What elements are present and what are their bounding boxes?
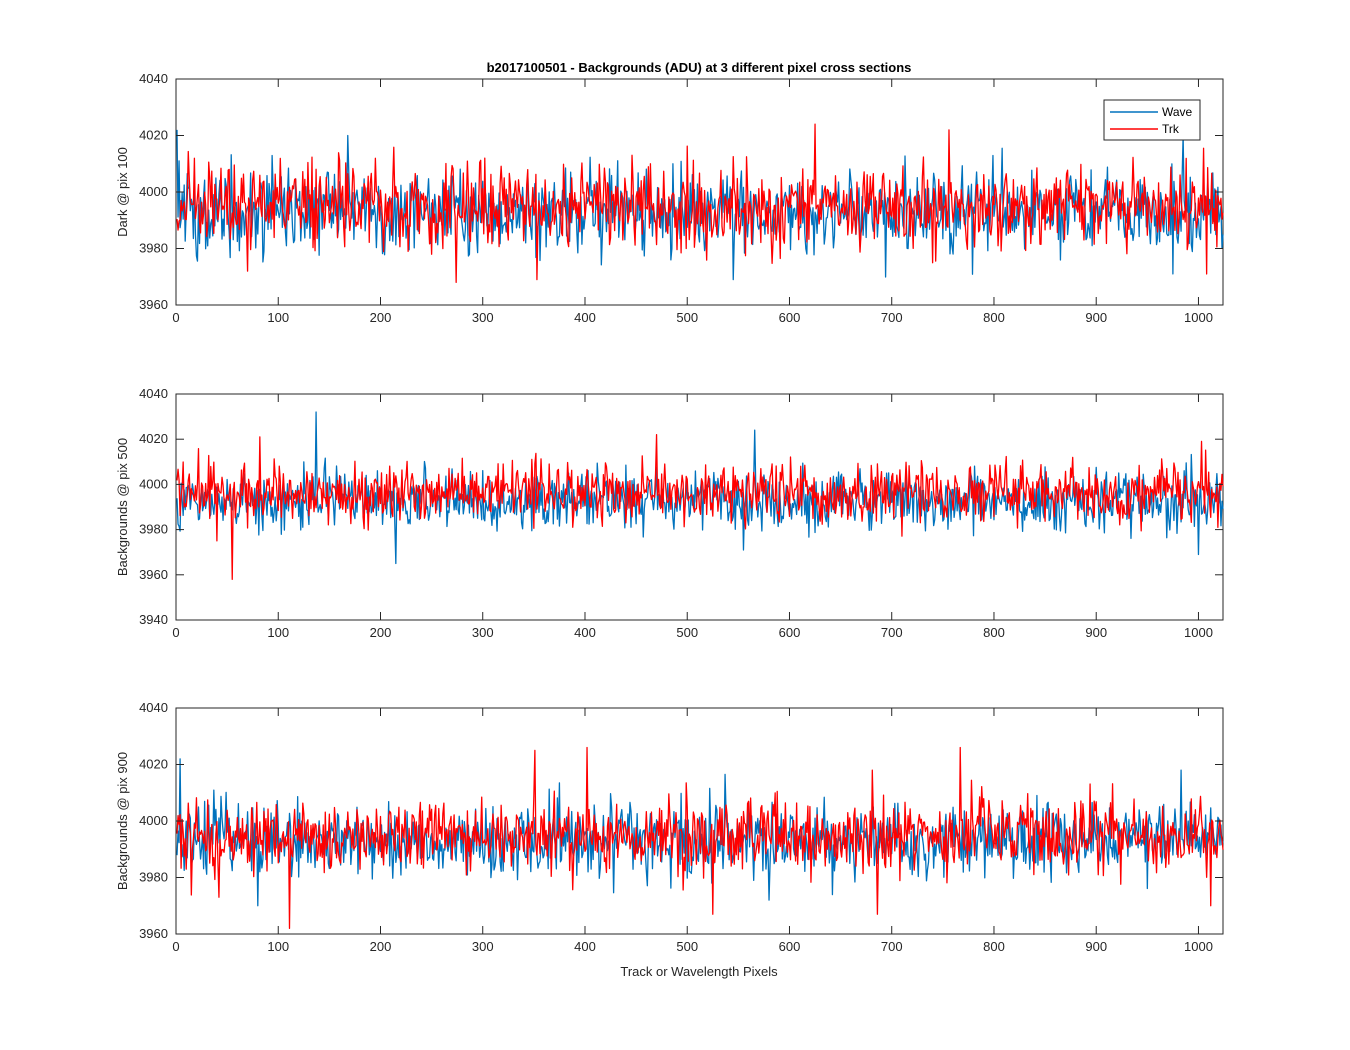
x-tick-label: 500 <box>676 310 698 325</box>
x-tick-label: 500 <box>676 625 698 640</box>
series-line-trk <box>176 746 1224 929</box>
x-tick-label: 600 <box>779 310 801 325</box>
y-tick-label: 4000 <box>139 184 168 199</box>
x-tick-label: 300 <box>472 310 494 325</box>
chart-title: b2017100501 - Backgrounds (ADU) at 3 dif… <box>487 60 912 75</box>
x-tick-label: 0 <box>172 625 179 640</box>
tick-layer-1: 0 100 200 300 400 500 600 700 800 900 1000 3960 3980… <box>139 71 1223 325</box>
x-tick-label: 700 <box>881 939 903 954</box>
x-tick-label: 300 <box>472 625 494 640</box>
x-tick-label: 500 <box>676 939 698 954</box>
x-tick-label: 0 <box>172 939 179 954</box>
x-tick-label: 600 <box>779 939 801 954</box>
y-axis-label-1: Dark @ pix 100 <box>115 147 130 237</box>
x-tick-label: 700 <box>881 625 903 640</box>
y-tick-label: 4040 <box>139 386 168 401</box>
x-tick-label: 200 <box>370 625 392 640</box>
y-tick-label: 3960 <box>139 567 168 582</box>
series-line-trk <box>176 434 1224 580</box>
y-tick-label: 3960 <box>139 297 168 312</box>
y-tick-label: 3980 <box>139 522 168 537</box>
panel-2: 0 100 200 300 400 500 600 700 800 900 1000 3940 3960… <box>115 386 1224 640</box>
x-tick-label: 200 <box>370 310 392 325</box>
x-tick-label: 900 <box>1085 310 1107 325</box>
series-line-wave <box>176 411 1224 565</box>
y-tick-label: 4000 <box>139 813 168 828</box>
x-tick-label: 800 <box>983 310 1005 325</box>
y-tick-label: 3980 <box>139 241 168 256</box>
y-tick-label: 4000 <box>139 476 168 491</box>
panel-1: b2017100501 - Backgrounds (ADU) at 3 dif… <box>115 60 1224 325</box>
y-tick-label: 4040 <box>139 700 168 715</box>
x-tick-label: 700 <box>881 310 903 325</box>
x-tick-label: 100 <box>267 939 289 954</box>
y-tick-label: 4020 <box>139 431 168 446</box>
series-line-trk <box>176 123 1224 284</box>
series-layer-1 <box>176 123 1224 284</box>
x-axis-label: Track or Wavelength Pixels <box>620 964 778 979</box>
x-tick-label: 900 <box>1085 939 1107 954</box>
x-tick-label: 400 <box>574 625 596 640</box>
x-tick-label: 100 <box>267 625 289 640</box>
x-tick-label: 1000 <box>1184 310 1213 325</box>
series-layer-2 <box>176 411 1224 580</box>
legend-box <box>1103 99 1201 141</box>
x-tick-label: 300 <box>472 939 494 954</box>
x-tick-label: 200 <box>370 939 392 954</box>
x-tick-label: 900 <box>1085 625 1107 640</box>
legend-label-trk: Trk <box>1162 122 1180 136</box>
y-axis-label-2: Backgrounds @ pix 500 <box>115 438 130 576</box>
x-tick-label: 100 <box>267 310 289 325</box>
y-axis-label-3: Backgrounds @ pix 900 <box>115 752 130 890</box>
legend-label-wave: Wave <box>1162 105 1193 119</box>
y-tick-label: 4020 <box>139 128 168 143</box>
x-tick-label: 400 <box>574 310 596 325</box>
x-tick-label: 800 <box>983 939 1005 954</box>
y-tick-label: 3960 <box>139 926 168 941</box>
x-tick-label: 800 <box>983 625 1005 640</box>
x-tick-label: 1000 <box>1184 625 1213 640</box>
panel-3: 0 100 200 300 400 500 600 700 800 900 1000 3960 3980… <box>115 700 1224 979</box>
y-tick-label: 4020 <box>139 757 168 772</box>
series-layer-3 <box>176 746 1224 929</box>
x-tick-label: 600 <box>779 625 801 640</box>
y-tick-label: 4040 <box>139 71 168 86</box>
x-tick-label: 400 <box>574 939 596 954</box>
x-tick-label: 0 <box>172 310 179 325</box>
x-tick-label: 1000 <box>1184 939 1213 954</box>
y-tick-label: 3980 <box>139 870 168 885</box>
tick-layer-2: 0 100 200 300 400 500 600 700 800 900 1000 3940 3960… <box>139 386 1223 640</box>
legend: Wave Trk <box>1103 99 1201 141</box>
y-tick-label: 3940 <box>139 612 168 627</box>
tick-layer-3: 0 100 200 300 400 500 600 700 800 900 1000 3960 3980… <box>139 700 1223 954</box>
